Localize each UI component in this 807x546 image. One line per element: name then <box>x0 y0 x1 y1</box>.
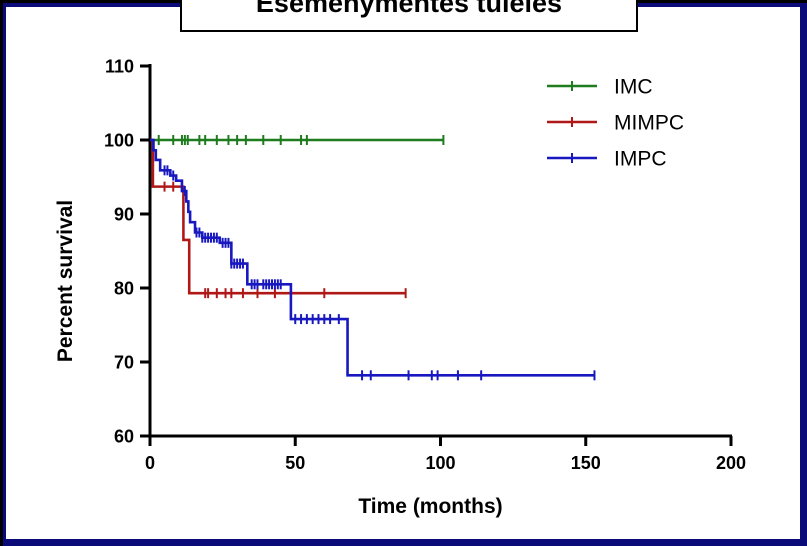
series-line-mimpc <box>150 138 406 295</box>
chart-title-box: Esemenymentes tuleles <box>180 0 638 32</box>
x-tick-label: 200 <box>716 453 746 473</box>
series-mimpc <box>150 138 407 299</box>
legend-label: IMPC <box>614 148 667 171</box>
series-imc <box>150 135 445 145</box>
legend-label: MIMPC <box>614 112 684 135</box>
legend: IMC MIMPC IMPC <box>547 76 684 171</box>
x-tick-label: 100 <box>425 453 455 473</box>
x-axis-title: Time (months) <box>358 495 502 518</box>
legend-label: IMC <box>614 76 653 99</box>
y-tick-label: 70 <box>114 353 134 373</box>
y-tick-label: 80 <box>114 279 134 299</box>
axes: 60 70 80 90 100 110 0 50 100 150 200 <box>104 57 746 474</box>
y-tick-label: 90 <box>114 205 134 225</box>
chart-title: Esemenymentes tuleles <box>255 0 563 18</box>
x-tick-label: 150 <box>571 453 601 473</box>
legend-item-mimpc: MIMPC <box>547 112 684 135</box>
series-line-impc <box>150 138 595 377</box>
series-impc <box>150 138 596 381</box>
series-layer <box>150 135 596 381</box>
y-axis-title: Percent survival <box>54 200 77 362</box>
x-tick-label: 50 <box>285 453 305 473</box>
x-tick-label: 0 <box>145 453 155 473</box>
legend-item-impc: IMPC <box>547 148 667 171</box>
y-tick-label: 110 <box>105 57 134 77</box>
y-tick-label: 60 <box>114 427 134 447</box>
legend-item-imc: IMC <box>547 76 653 99</box>
y-tick-label: 100 <box>104 131 134 151</box>
